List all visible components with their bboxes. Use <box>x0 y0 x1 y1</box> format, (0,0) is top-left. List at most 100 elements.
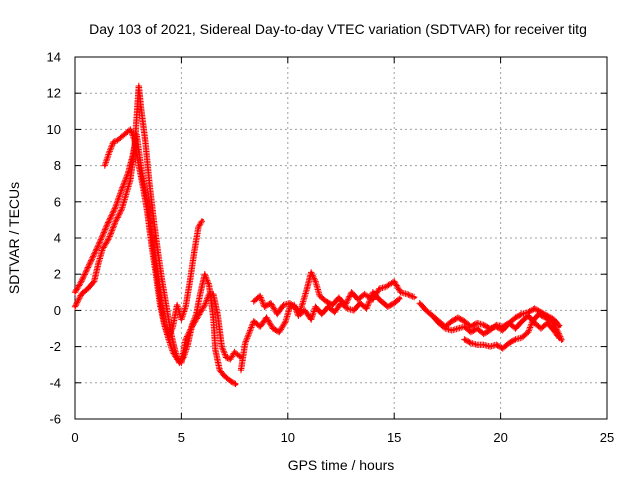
data-point <box>163 323 166 327</box>
data-point <box>414 296 417 299</box>
data-point <box>80 280 83 283</box>
data-point <box>282 303 285 307</box>
data-point <box>469 341 473 345</box>
y-tick-label: 4 <box>54 231 61 246</box>
data-point <box>514 327 517 330</box>
data-point <box>120 187 124 191</box>
data-point <box>284 320 287 323</box>
y-tick-label: 0 <box>54 303 61 318</box>
data-point <box>201 218 204 222</box>
data-point <box>305 287 309 290</box>
data-point <box>101 247 104 251</box>
data-point <box>495 343 498 346</box>
data-point <box>556 330 560 334</box>
data-point <box>378 287 381 290</box>
data-point <box>248 330 251 334</box>
data-point <box>233 350 236 354</box>
data-point <box>73 291 77 294</box>
data-series-C <box>71 82 239 388</box>
y-axis-label: SDTVAR / TECUs <box>6 182 22 294</box>
data-series-H <box>461 310 565 352</box>
data-point <box>144 139 147 142</box>
data-point <box>482 323 485 327</box>
data-point <box>550 320 553 323</box>
data-point <box>137 164 141 167</box>
data-point <box>288 301 292 305</box>
y-tick-label: 2 <box>54 267 61 282</box>
data-point <box>405 292 409 296</box>
x-tick-label: 15 <box>387 430 401 445</box>
data-point <box>431 314 434 318</box>
data-point <box>310 318 313 321</box>
data-point <box>437 321 441 325</box>
data-point <box>544 316 547 319</box>
data-point <box>386 305 390 308</box>
series-markers <box>71 82 239 388</box>
data-point <box>507 321 511 325</box>
data-point <box>339 301 343 305</box>
data-point <box>116 139 119 142</box>
data-point <box>352 309 355 312</box>
data-point <box>258 294 262 298</box>
chart-title: Day 103 of 2021, Sidereal Day-to-day VTE… <box>89 21 587 37</box>
data-point <box>303 309 307 312</box>
data-point <box>124 131 128 135</box>
data-point <box>324 300 328 303</box>
data-point <box>224 356 228 359</box>
data-point <box>199 291 202 294</box>
data-point <box>139 106 143 109</box>
data-point <box>384 285 387 289</box>
data-point <box>97 244 100 247</box>
data-point <box>456 316 460 319</box>
data-point <box>203 303 207 307</box>
data-point <box>295 307 298 310</box>
data-point <box>482 332 485 336</box>
data-point <box>203 273 207 276</box>
data-point <box>114 220 117 223</box>
data-point <box>299 312 302 316</box>
data-point <box>456 327 460 330</box>
data-point <box>165 305 168 308</box>
data-point <box>263 305 266 308</box>
data-point <box>527 314 530 318</box>
data-point <box>137 84 141 88</box>
y-tick-label: 12 <box>47 86 61 101</box>
data-point <box>186 343 189 346</box>
data-series-D <box>237 269 418 374</box>
data-point <box>154 273 158 276</box>
data-point <box>527 330 530 334</box>
data-point <box>314 305 317 308</box>
data-point <box>114 206 117 209</box>
data-point <box>501 347 504 350</box>
data-point <box>520 312 524 316</box>
plot-area <box>71 82 565 388</box>
data-point <box>531 320 534 323</box>
data-point <box>346 307 349 310</box>
data-point <box>169 330 172 334</box>
data-point <box>450 320 453 323</box>
data-point <box>418 301 421 305</box>
data-point <box>320 312 324 316</box>
data-point <box>252 320 255 323</box>
data-point <box>195 312 198 316</box>
axis-ticks: 0 5 10 15 20 25 -6 -4 -2 0 2 4 6 8 10 12 14 <box>47 50 615 446</box>
data-point <box>275 312 279 316</box>
data-point <box>97 262 100 265</box>
data-point <box>120 207 124 211</box>
data-point <box>92 280 96 283</box>
y-tick-label: -2 <box>49 339 61 354</box>
data-point <box>475 327 479 330</box>
y-tick-label: -6 <box>49 412 61 427</box>
data-point <box>495 323 498 327</box>
data-point <box>216 312 219 316</box>
x-tick-label: 10 <box>281 430 295 445</box>
data-point <box>333 311 336 314</box>
data-point <box>173 349 177 352</box>
data-point <box>178 361 181 365</box>
data-point <box>363 292 366 296</box>
data-point <box>212 316 215 319</box>
data-point <box>229 379 232 383</box>
data-point <box>558 325 562 328</box>
data-point <box>424 309 428 312</box>
